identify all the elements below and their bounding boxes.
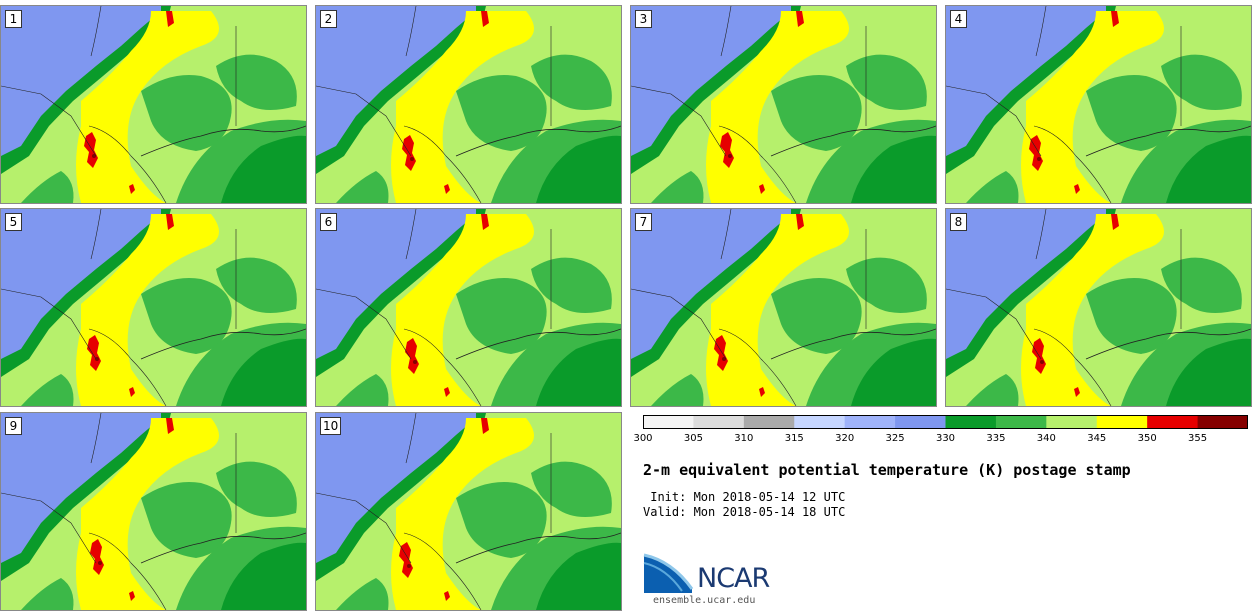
- member-number: 3: [635, 10, 652, 28]
- member-number: 9: [5, 417, 22, 435]
- member-number: 2: [320, 10, 337, 28]
- colorbar-tick-label: 340: [1036, 433, 1056, 444]
- member-number: 7: [635, 213, 652, 231]
- member-number: 1: [5, 10, 22, 28]
- ensemble-member-map: [946, 209, 1251, 406]
- colorbar-outline: [643, 415, 1248, 429]
- member-number: 8: [950, 213, 967, 231]
- member-number: 10: [320, 417, 342, 435]
- member-panel: 5: [0, 208, 307, 407]
- colorbar-tick-label: 315: [784, 433, 804, 444]
- colorbar-tick-label: 335: [986, 433, 1006, 444]
- colorbar-tick-label: 320: [835, 433, 855, 444]
- colorbar-bin: [945, 415, 997, 429]
- source-url: ensemble.ucar.edu: [653, 595, 756, 606]
- member-panel: 9: [0, 412, 307, 611]
- ensemble-member-map: [316, 209, 621, 406]
- member-panel: 4: [945, 5, 1252, 204]
- colorbar-tick-label: 350: [1137, 433, 1157, 444]
- ncar-logo-icon: [643, 553, 694, 593]
- ensemble-member-map: [631, 209, 936, 406]
- colorbar-tick-label: 310: [734, 433, 754, 444]
- colorbar-bin: [693, 415, 745, 429]
- member-panel: 2: [315, 5, 622, 204]
- figure-title: 2-m equivalent potential temperature (K)…: [643, 461, 1131, 479]
- ensemble-member-map: [316, 413, 621, 610]
- member-panel: 7: [630, 208, 937, 407]
- colorbar-bin: [1147, 415, 1199, 429]
- colorbar-bin: [1197, 415, 1248, 429]
- colorbar-tick-label: 355: [1188, 433, 1208, 444]
- member-panel: 8: [945, 208, 1252, 407]
- ensemble-member-map: [1, 209, 306, 406]
- colorbar-tick-label: 300: [633, 433, 653, 444]
- colorbar-bin: [844, 415, 896, 429]
- colorbar-tick-label: 325: [885, 433, 905, 444]
- colorbar-bin: [643, 415, 694, 429]
- member-panel: 1: [0, 5, 307, 204]
- member-panel: 10: [315, 412, 622, 611]
- colorbar-tick-label: 305: [683, 433, 703, 444]
- ensemble-member-map: [1, 413, 306, 610]
- colorbar-tick-label: 345: [1087, 433, 1107, 444]
- colorbar-bin: [1046, 415, 1098, 429]
- member-number: 4: [950, 10, 967, 28]
- colorbar-tick-label: 330: [935, 433, 956, 444]
- colorbar-bin: [895, 415, 946, 429]
- member-number: 5: [5, 213, 22, 231]
- member-number: 6: [320, 213, 337, 231]
- ncar-logo-text: NCAR: [697, 563, 770, 594]
- init-time: Init: Mon 2018-05-14 12 UTC: [643, 490, 846, 504]
- ensemble-member-map: [631, 6, 936, 203]
- ensemble-member-map: [946, 6, 1251, 203]
- ensemble-member-map: [316, 6, 621, 203]
- member-panel: 6: [315, 208, 622, 407]
- colorbar-bin: [1096, 415, 1148, 429]
- valid-time: Valid: Mon 2018-05-14 18 UTC: [643, 505, 846, 519]
- colorbar-bin: [794, 415, 846, 429]
- ensemble-member-map: [1, 6, 306, 203]
- colorbar-bin: [995, 415, 1047, 429]
- colorbar: [643, 415, 1248, 429]
- member-panel: 3: [630, 5, 937, 204]
- colorbar-bin: [743, 415, 795, 429]
